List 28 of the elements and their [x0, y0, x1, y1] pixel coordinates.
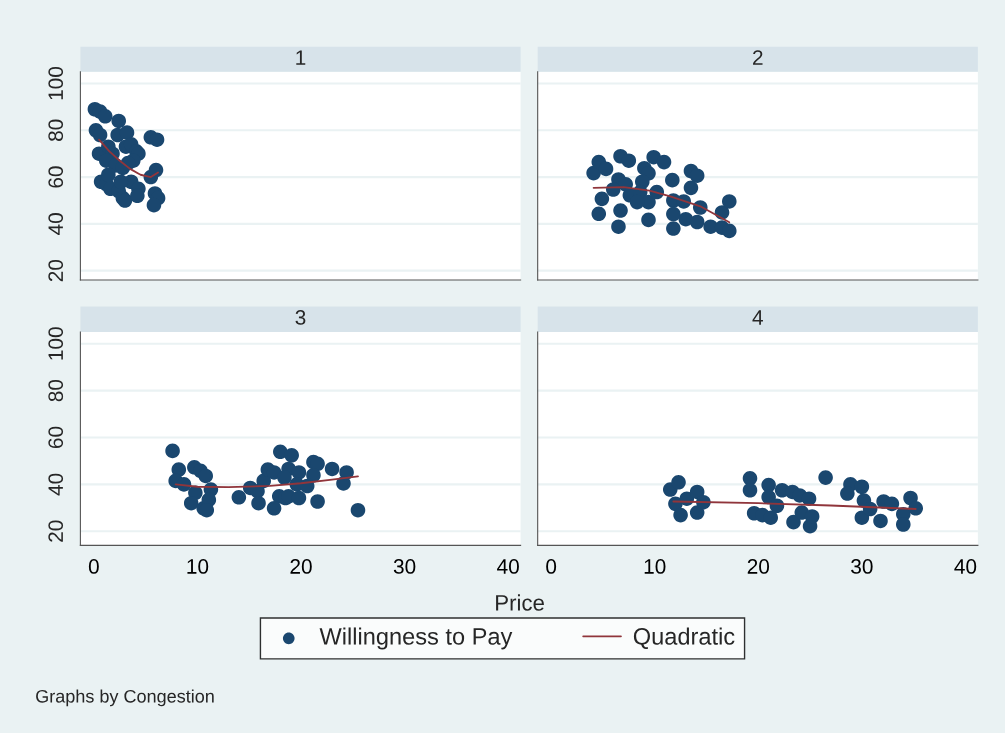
x-tick-label: 30 — [851, 559, 873, 574]
y-tick-label: 100 — [48, 66, 64, 100]
text: Graphs by Congestion — [36, 689, 214, 707]
x-tick-label: 20 — [747, 559, 770, 574]
y-tick-label: 40 — [48, 473, 64, 496]
y-tick-label: 60 — [48, 426, 64, 449]
y-tick-label: 80 — [48, 119, 64, 141]
x-tick-label: 30 — [393, 559, 416, 574]
legend-label: Willingness to Pay — [319, 627, 513, 650]
y-tick-label: 20 — [48, 520, 64, 542]
x-axis-title: Price — [496, 594, 544, 611]
y-tick-label: 60 — [48, 166, 64, 188]
legend-label: Quadratic — [633, 627, 735, 650]
y-tick-label: 80 — [48, 379, 64, 402]
chart-title: 2 — [753, 50, 763, 65]
x-tick-label: 10 — [644, 559, 666, 574]
x-tick-label: 40 — [954, 559, 977, 574]
chart-title: 1 — [296, 50, 306, 65]
x-tick-label: 40 — [497, 559, 519, 574]
x-tick-label: 0 — [88, 559, 99, 574]
y-tick-label: 100 — [48, 327, 64, 360]
y-tick-label: 40 — [48, 213, 64, 235]
chart-title: 4 — [752, 310, 763, 325]
x-tick-label: 0 — [546, 559, 557, 574]
y-tick-label: 20 — [48, 259, 64, 282]
x-tick-label: 10 — [187, 559, 209, 574]
chart-title: 3 — [295, 310, 306, 325]
x-tick-label: 20 — [290, 559, 312, 574]
